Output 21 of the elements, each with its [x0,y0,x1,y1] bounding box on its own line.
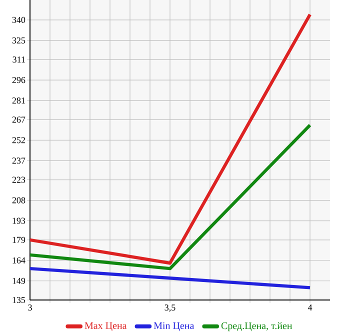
y-tick-label: 135 [12,296,26,304]
x-tick-label: 4 [308,304,312,310]
y-tick-label: 149 [12,278,26,284]
y-tick-label: 340 [12,16,26,23]
y-tick-label: 208 [12,197,26,204]
y-tick-label: 311 [12,56,25,63]
y-tick-label: 252 [12,137,25,144]
y-tick-label: 325 [12,37,26,44]
legend-label: Max Цена [84,322,127,332]
y-tick-label: 296 [12,77,26,84]
y-tick-label: 179 [12,236,26,243]
y-tick-label: 223 [12,176,26,183]
legend-label: Min Цена [154,322,194,332]
y-tick-label: 237 [12,158,26,164]
y-tick-label: 193 [12,218,26,224]
legend-label: Сред.Цена, т.йен [221,322,292,332]
y-tick-label: 281 [12,98,25,104]
x-tick-label: 3,5 [164,304,176,312]
y-tick-label: 164 [12,257,26,264]
y-tick-label: 267 [12,116,26,123]
x-tick-label: 3 [28,304,32,311]
